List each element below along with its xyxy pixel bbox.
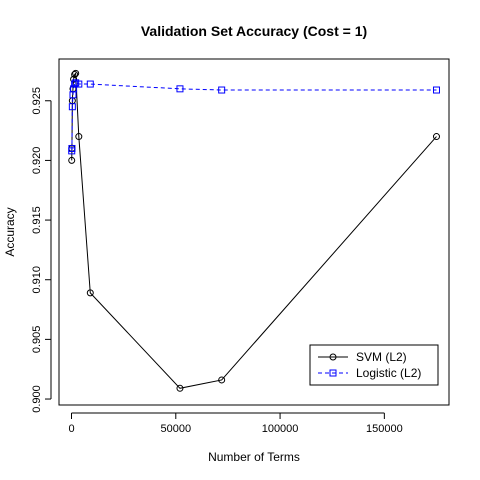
logistic-point [68,144,76,152]
x-tick-label: 100000 [262,423,299,435]
legend-svm-marker [329,353,337,361]
logistic-point [432,86,440,94]
y-tick-label: 0.905 [31,326,43,354]
legend: SVM (L2) Logistic (L2) [309,344,439,386]
svm-point [68,156,76,164]
logistic-series-line [71,82,437,151]
y-axis: 0.900 0.905 0.910 0.915 0.920 0.925 [31,87,52,413]
svm-point [70,75,78,83]
x-axis: 0 50000 100000 150000 [68,412,403,435]
legend-logistic-label: Logistic (L2) [356,366,421,380]
y-tick-label: 0.925 [31,87,43,115]
plot-frame [58,58,450,406]
y-tick-label: 0.910 [31,266,43,294]
legend-svm-label: SVM (L2) [356,350,407,364]
y-tick-label: 0.915 [31,206,43,234]
x-tick-label: 50000 [160,423,191,435]
y-axis-title: Accuracy [3,207,17,256]
svm-point [86,289,94,297]
svm-point [218,376,226,384]
logistic-point [75,80,83,88]
svm-point [176,384,184,392]
logistic-point [218,86,226,94]
series-layer [68,69,440,392]
x-axis-title: Number of Terms [208,450,300,464]
logistic-point [71,80,79,88]
chart-title: Validation Set Accuracy (Cost = 1) [141,23,367,39]
svm-series-line [71,72,437,389]
y-tick-label: 0.920 [31,147,43,175]
legend-logistic-marker [329,369,337,377]
svm-point [75,133,83,141]
legend-box [309,344,439,386]
svm-point [72,69,80,77]
svm-point [71,71,79,79]
logistic-point [68,103,76,111]
svm-point [432,133,440,141]
logistic-point [176,85,184,93]
x-tick-label: 0 [68,423,74,435]
x-tick-label: 150000 [366,423,403,435]
logistic-point [86,80,94,88]
y-tick-label: 0.900 [31,385,43,413]
